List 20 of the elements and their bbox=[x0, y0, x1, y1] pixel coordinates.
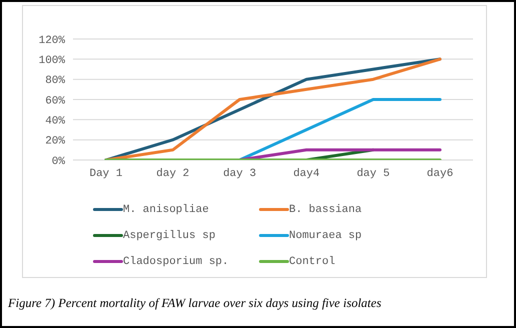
x-tick-label: Day 1 bbox=[89, 168, 123, 180]
y-tick-label: 80% bbox=[45, 75, 66, 88]
legend-label: Nomuraea sp bbox=[289, 230, 362, 242]
caption: Figure 7) Percent mortality of FAW larvae over six days using five isolates bbox=[8, 296, 382, 311]
x-tick-label: day 3 bbox=[223, 168, 256, 180]
x-tick-label: day 5 bbox=[356, 168, 390, 180]
y-tick-label: 0% bbox=[52, 156, 66, 168]
legend-label: Cladosporium sp. bbox=[123, 256, 229, 268]
x-tick-label: day6 bbox=[426, 168, 454, 180]
legend-label: Control bbox=[289, 256, 336, 268]
y-tick-label: 100% bbox=[38, 55, 66, 68]
legend-label: B. bassiana bbox=[289, 204, 362, 216]
legend-label: M. anisopliae bbox=[123, 204, 209, 216]
y-tick-label: 20% bbox=[45, 136, 66, 148]
y-tick-label: 60% bbox=[45, 95, 66, 108]
x-tick-label: day 2 bbox=[156, 168, 190, 180]
y-tick-label: 40% bbox=[45, 116, 66, 128]
legend-label: Aspergillus sp bbox=[123, 230, 216, 242]
x-tick-label: day4 bbox=[293, 168, 320, 180]
y-tick-label: 120% bbox=[38, 34, 66, 47]
